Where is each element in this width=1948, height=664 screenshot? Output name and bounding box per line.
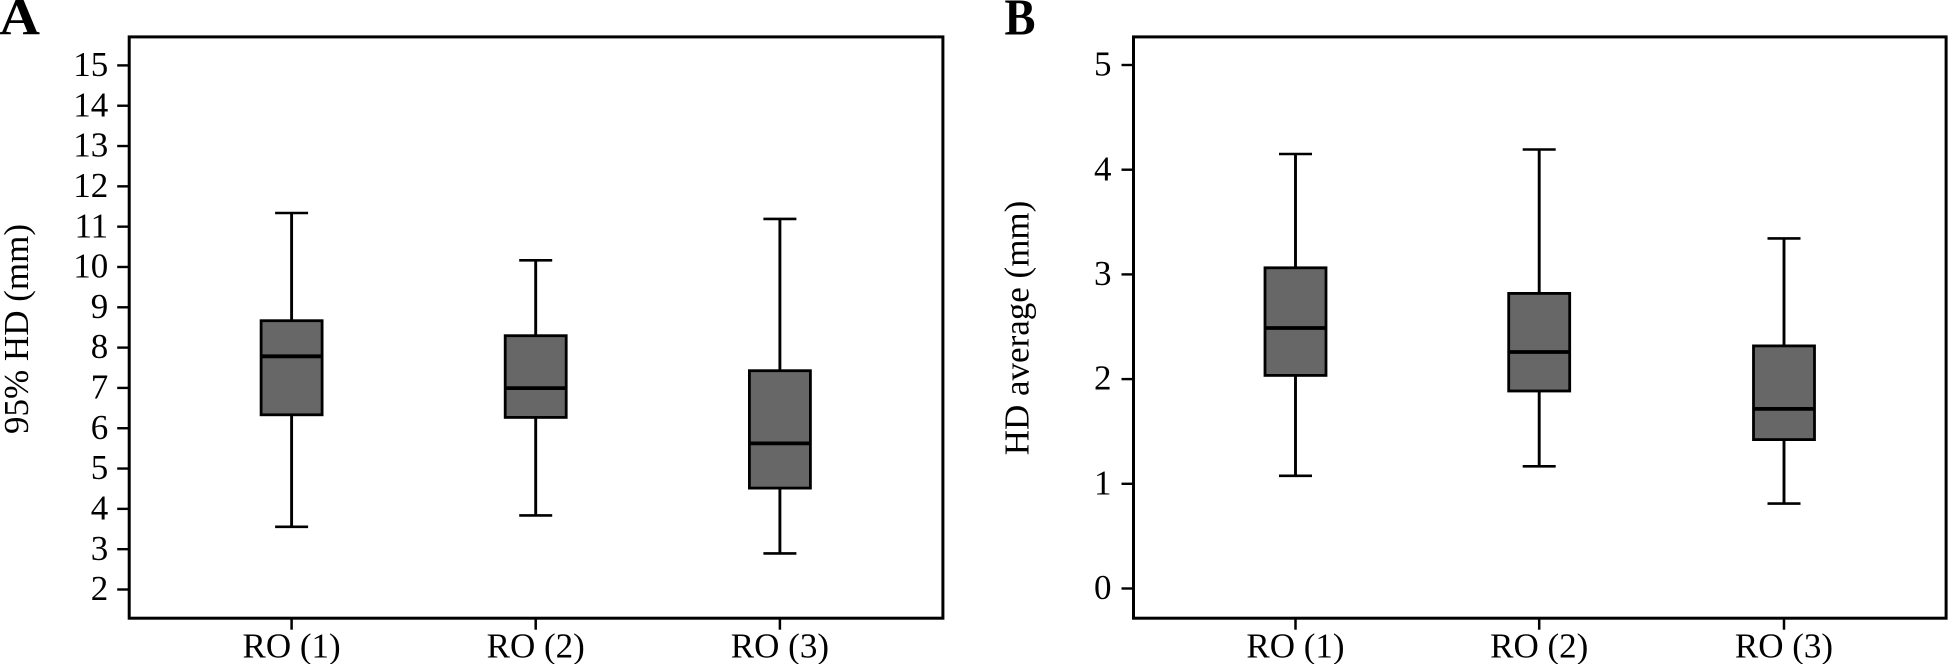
svg-text:6: 6	[91, 408, 109, 447]
svg-text:7: 7	[91, 368, 109, 407]
svg-text:A: A	[0, 0, 40, 46]
svg-text:14: 14	[73, 85, 108, 124]
svg-text:3: 3	[1094, 254, 1112, 293]
svg-text:4: 4	[1094, 149, 1112, 188]
svg-text:RO (3): RO (3)	[731, 627, 829, 664]
svg-text:11: 11	[74, 206, 108, 245]
svg-text:1: 1	[1094, 463, 1112, 502]
svg-text:RO (1): RO (1)	[1246, 627, 1344, 664]
svg-text:8: 8	[91, 327, 109, 366]
svg-text:2: 2	[1094, 359, 1112, 398]
svg-text:12: 12	[73, 166, 108, 205]
svg-text:10: 10	[73, 247, 108, 286]
svg-text:2: 2	[91, 569, 109, 608]
svg-text:RO (3): RO (3)	[1735, 627, 1833, 664]
svg-text:5: 5	[1094, 45, 1112, 84]
svg-text:3: 3	[91, 529, 109, 568]
svg-text:15: 15	[73, 45, 108, 84]
svg-text:RO (1): RO (1)	[243, 627, 341, 664]
svg-text:95% HD (mm): 95% HD (mm)	[0, 224, 36, 434]
svg-text:5: 5	[91, 448, 109, 487]
svg-text:RO (2): RO (2)	[1490, 627, 1588, 664]
svg-text:4: 4	[91, 488, 109, 527]
svg-text:9: 9	[91, 287, 109, 326]
svg-text:13: 13	[73, 126, 108, 165]
svg-text:B: B	[1005, 0, 1036, 46]
svg-text:0: 0	[1094, 568, 1112, 607]
svg-text:RO (2): RO (2)	[487, 627, 585, 664]
svg-text:HD average (mm): HD average (mm)	[998, 201, 1037, 456]
